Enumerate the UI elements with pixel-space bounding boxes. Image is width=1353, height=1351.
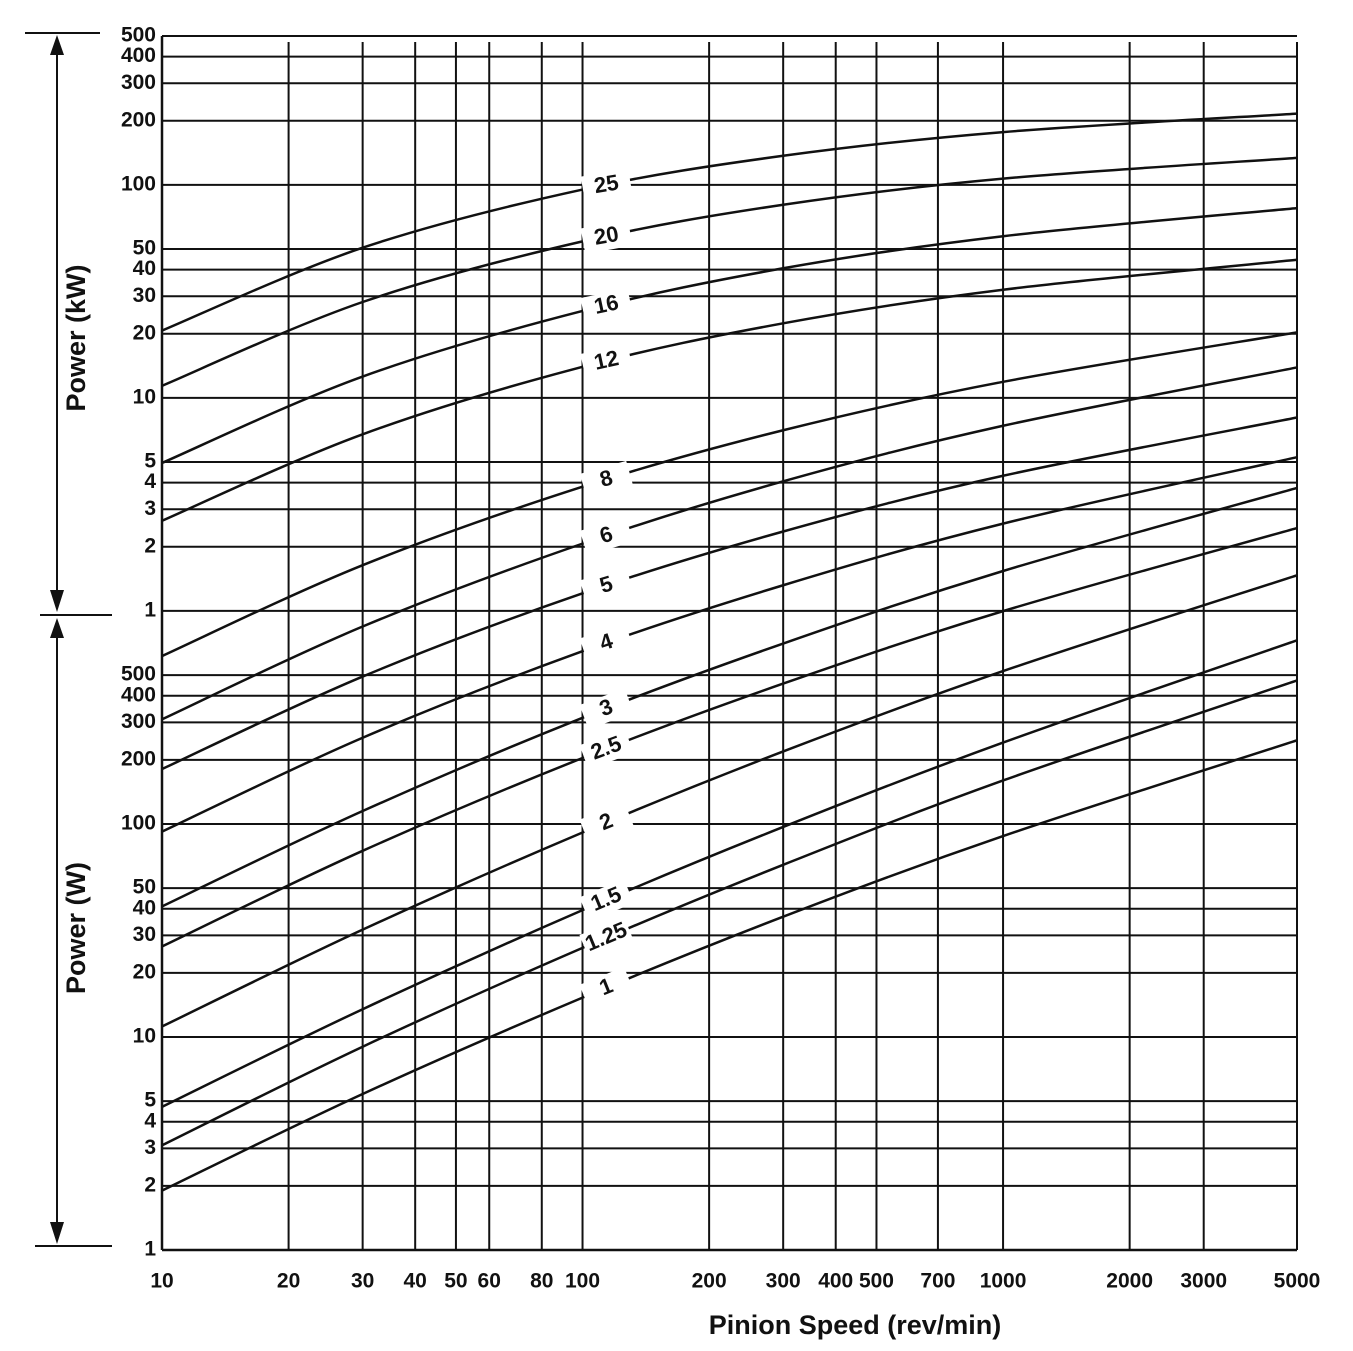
y-tick-label: 5 — [144, 1089, 156, 1112]
curve-label-bg — [579, 688, 634, 730]
y-tick-label: 500 — [121, 24, 156, 47]
y-tick-label: 40 — [133, 257, 156, 280]
series-line — [161, 679, 1298, 1147]
series-line — [161, 639, 1298, 1108]
curve-label-bg — [580, 288, 633, 324]
curve-label-bg — [579, 516, 634, 556]
curve-label-bg — [580, 343, 633, 380]
x-tick-label: 300 — [766, 1270, 801, 1293]
curve-label: 25 — [592, 169, 620, 198]
y-tick-label: 10 — [133, 1025, 156, 1048]
curve-label: 12 — [592, 345, 621, 375]
grid — [161, 35, 1298, 1251]
x-tick-label: 500 — [859, 1270, 894, 1293]
x-tick-label: 400 — [818, 1270, 853, 1293]
series-line — [161, 739, 1298, 1192]
x-tick-label: 1000 — [980, 1270, 1027, 1293]
y-tick-label: 100 — [121, 812, 156, 835]
y-tick-label: 50 — [133, 237, 156, 260]
curve-label: 20 — [592, 221, 621, 250]
y-tick-label: 100 — [121, 172, 156, 195]
y-tick-label: 2 — [144, 1173, 156, 1196]
x-tick-label: 2000 — [1106, 1270, 1153, 1293]
curve-label: 16 — [592, 289, 621, 319]
series-line — [161, 526, 1298, 948]
curve-label-bg — [579, 878, 634, 922]
y-tick-label: 30 — [133, 923, 156, 946]
y-tick-label: 1 — [144, 598, 156, 621]
series-line — [161, 331, 1298, 658]
x-tick-label: 60 — [478, 1270, 501, 1293]
y-tick-label: 400 — [121, 44, 156, 67]
x-axis-label: Pinion Speed (rev/min) — [709, 1310, 1002, 1340]
y-tick-label: 3 — [144, 1136, 156, 1159]
y-tick-label: 200 — [121, 108, 156, 131]
y-tick-label: 20 — [133, 321, 156, 344]
series-line — [161, 366, 1298, 721]
y-tick-label: 10 — [133, 385, 156, 408]
y-tick-label: 300 — [121, 710, 156, 733]
y-axis-label: Power (W) — [61, 862, 91, 994]
y-tick-label: 20 — [133, 960, 156, 983]
series-line — [161, 112, 1298, 332]
x-tick-label: 3000 — [1180, 1270, 1227, 1293]
curve-label-bg — [579, 966, 634, 1009]
series-line — [161, 486, 1298, 908]
curve-label-bg — [579, 801, 634, 844]
curve-label-bg — [579, 566, 634, 606]
x-tick-label: 100 — [565, 1270, 600, 1293]
x-tick-label: 40 — [404, 1270, 427, 1293]
y-tick-label: 5 — [144, 450, 156, 473]
series-line — [161, 574, 1298, 1028]
curve-label-bg — [579, 460, 634, 499]
curve-label-bg — [579, 916, 634, 960]
x-tick-label: 10 — [150, 1270, 173, 1293]
series-line — [161, 416, 1298, 771]
y-tick-label: 2 — [144, 534, 156, 557]
x-tick-label: 700 — [920, 1270, 955, 1293]
curve-label-bg — [579, 728, 634, 770]
x-tick-label: 200 — [692, 1270, 727, 1293]
series-line — [161, 455, 1298, 833]
series-line — [161, 206, 1298, 465]
y-tick-label: 30 — [133, 284, 156, 307]
curve-label-bg — [580, 219, 633, 255]
axis-arrows — [25, 32, 112, 1247]
x-tick-label: 30 — [351, 1270, 374, 1293]
x-tick-label: 50 — [444, 1270, 467, 1293]
y-tick-label: 200 — [121, 747, 156, 770]
y-tick-label: 500 — [121, 663, 156, 686]
y-tick-label: 400 — [121, 683, 156, 706]
x-tick-label: 5000 — [1274, 1270, 1321, 1293]
y-tick-label: 300 — [121, 71, 156, 94]
y-tick-label: 3 — [144, 497, 156, 520]
curve-label-bg — [580, 168, 633, 203]
y-tick-label: 4 — [144, 1109, 156, 1132]
y-tick-label: 1 — [144, 1238, 156, 1261]
y-tick-label: 50 — [133, 876, 156, 899]
x-tick-label: 80 — [530, 1270, 553, 1293]
curve-label-bg — [579, 623, 634, 664]
y-axis-label: Power (kW) — [61, 264, 91, 411]
series-line — [161, 258, 1298, 522]
y-tick-label: 4 — [144, 470, 156, 493]
series-line — [161, 156, 1298, 387]
x-tick-label: 20 — [277, 1270, 300, 1293]
y-tick-label: 40 — [133, 896, 156, 919]
